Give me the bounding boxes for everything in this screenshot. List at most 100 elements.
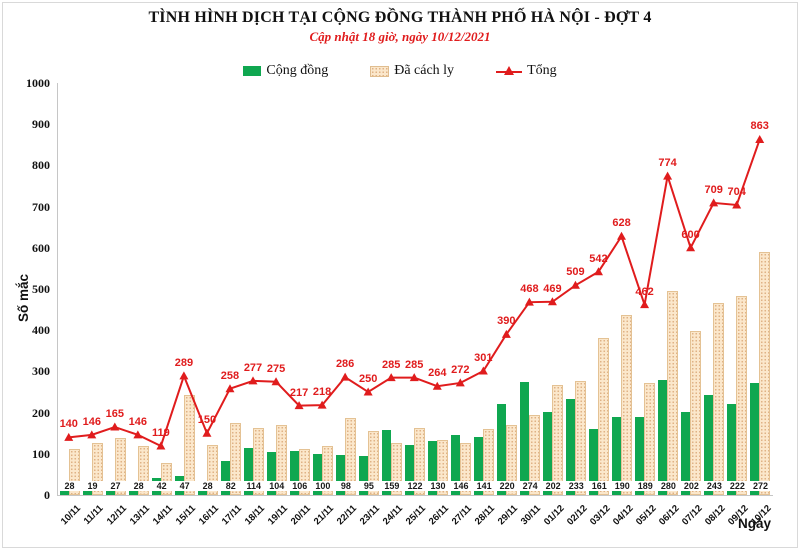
legend-item-cong-dong: Cộng đồng [243,63,328,79]
bar-cong-dong [220,461,230,495]
bar-cong-dong [566,399,576,495]
cong-dong-value-label: 220 [496,481,519,491]
tong-value-label: 218 [312,386,332,399]
x-date-label: 08/12 [703,503,728,528]
cong-dong-value-label: 106 [288,481,311,491]
bar-da-cach-ly [598,338,610,495]
tong-value-label: 462 [635,285,654,298]
tong-marker-triangle [524,297,534,306]
cong-dong-value-label: 130 [427,481,450,491]
bar-cong-dong [750,382,760,495]
tong-marker-triangle [755,134,765,143]
legend-label: Cộng đồng [266,63,329,78]
cong-dong-value-label: 141 [473,481,496,491]
x-date-label: 10/11 [58,503,83,528]
y-tick-label: 300 [32,364,50,379]
tong-value-label: 146 [128,415,148,428]
y-tick-label: 500 [32,282,50,296]
bar-cong-dong [266,452,276,495]
x-date-label: 16/11 [196,503,221,528]
bar-da-cach-ly [759,251,771,495]
cong-dong-value-label: 42 [150,481,173,491]
tong-value-label: 217 [289,386,309,399]
bar-da-cach-ly [321,446,333,495]
tong-value-label: 286 [335,358,355,371]
bar-da-cach-ly [644,382,656,495]
x-date-label: 14/11 [150,503,175,528]
y-axis-line [57,83,58,496]
bar-da-cach-ly [137,446,149,495]
tong-value-label: 146 [82,415,101,428]
y-tick-label: 200 [32,405,50,420]
tan-bar-swatch-icon [370,65,390,77]
y-tick-label: 700 [32,199,50,214]
bar-cong-dong [381,429,391,495]
tong-marker-triangle [478,366,488,375]
y-tick-label: 800 [32,158,50,173]
bar-da-cach-ly [713,303,725,495]
x-date-label: 30/11 [519,503,544,528]
cong-dong-value-label: 159 [380,481,403,491]
red-line-marker-icon [496,66,523,76]
x-axis-title: Ngày [738,516,772,531]
cong-dong-value-label: 274 [519,481,542,491]
bar-cong-dong [358,455,368,495]
bar-da-cach-ly [229,422,241,495]
bar-da-cach-ly [460,443,472,495]
tong-value-label: 469 [543,282,562,295]
cong-dong-value-label: 114 [242,481,265,491]
tong-value-label: 709 [704,183,723,196]
tong-marker-triangle [570,280,580,289]
tong-marker-triangle [133,430,143,439]
x-date-label: 19/11 [265,503,291,528]
x-date-label: 28/11 [473,503,498,528]
green-bar-swatch-icon [243,66,262,76]
x-date-label: 11/11 [81,503,106,527]
y-tick-label: 400 [32,323,50,338]
bar-da-cach-ly [529,415,541,495]
x-date-label: 07/12 [680,503,705,528]
tong-marker-triangle [294,401,304,410]
bar-cong-dong [474,436,484,495]
y-tick-label: 100 [32,446,50,461]
tong-value-label: 277 [243,361,263,374]
tong-value-label: 509 [566,266,585,279]
bar-cong-dong [335,454,345,495]
bar-cong-dong [520,382,530,495]
tong-marker-triangle [64,432,74,441]
tong-value-label: 119 [152,426,170,439]
bar-cong-dong [428,441,438,495]
bar-cong-dong [543,411,553,495]
bar-cong-dong [589,428,599,495]
x-date-label: 13/11 [127,503,152,528]
tong-marker-triangle [732,200,742,209]
cong-dong-value-label: 104 [265,481,288,491]
y-tick-label: 900 [32,117,50,132]
total-line-series [64,134,765,450]
tong-value-label: 258 [220,369,240,382]
tong-value-label: 301 [474,351,493,364]
y-tick-label: 600 [32,240,50,255]
tong-marker-triangle [709,198,719,207]
x-date-label: 12/11 [104,503,129,528]
tong-marker-triangle [317,400,327,409]
tong-marker-triangle [547,297,557,306]
tong-value-label: 628 [612,217,631,230]
x-date-label: 23/11 [357,503,383,528]
legend-item-tong: Tổng [496,63,557,79]
tong-marker-triangle [340,372,350,381]
tong-value-label: 289 [174,356,194,369]
cong-dong-value-label: 189 [634,481,657,491]
tong-value-label: 272 [451,363,470,376]
x-date-label: 17/11 [219,503,245,528]
x-date-label: 21/11 [311,503,337,528]
tong-marker-triangle [179,371,189,380]
tong-value-label: 250 [358,373,378,385]
bar-da-cach-ly [667,291,679,495]
plot-area: 28 140 19 146 27 165 28 146 42 119 47 289 28 150 82 258… [58,83,772,495]
tong-marker-triangle [501,329,511,338]
bar-da-cach-ly [275,424,287,495]
bar-da-cach-ly [390,443,402,495]
cong-dong-value-label: 47 [173,481,196,491]
